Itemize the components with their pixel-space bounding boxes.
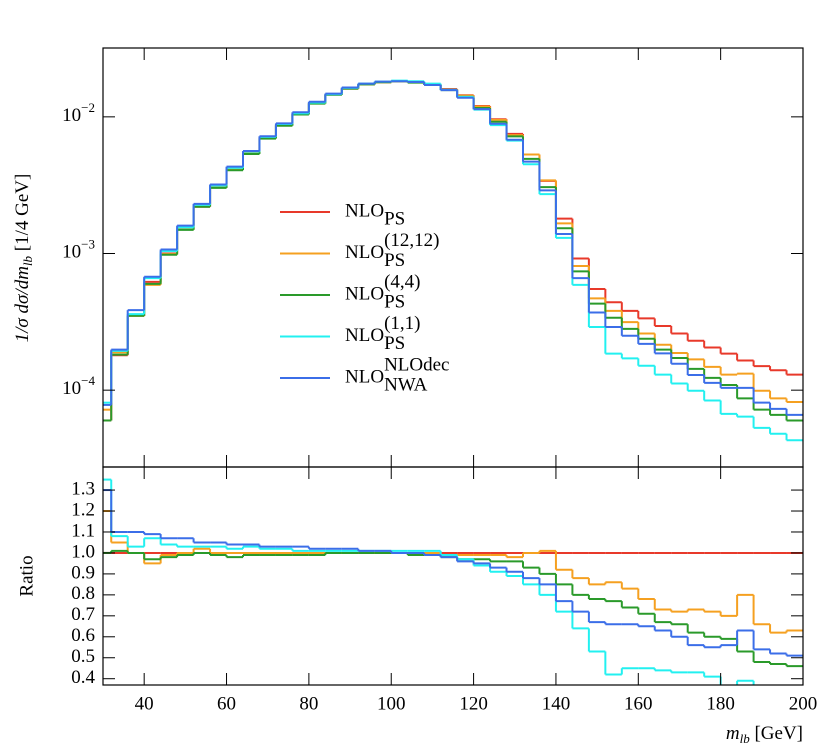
x-tick-label: 140 [542, 693, 571, 714]
x-label-sub: lb [740, 731, 751, 746]
legend-superscript: (12,12) [384, 230, 439, 251]
y-axis-label: 1/σ dσ/dmlb [1/4 GeV] [12, 174, 35, 343]
legend-subscript: NWA [384, 374, 428, 395]
y-tick-label: 10−2 [62, 100, 95, 126]
tick-base: 10 [62, 242, 81, 263]
x-tick-label: 80 [299, 693, 318, 714]
legend-subscript: PS [384, 208, 405, 229]
x-label-main: m [726, 723, 740, 744]
y-tick-label: 1.0 [71, 541, 95, 562]
y-tick-label: 0.6 [71, 625, 95, 646]
legend-superscript: (1,1) [384, 313, 420, 334]
axes: 10−410−310−20.40.50.60.70.80.91.01.11.21… [62, 48, 817, 714]
y-label-unit: [1/4 GeV] [12, 174, 33, 252]
ratio-frame [102, 466, 804, 686]
legend-subscript: PS [384, 250, 405, 271]
y-tick-label: 0.4 [71, 667, 95, 688]
legend-label: NLO [345, 325, 384, 346]
y-tick-label: 10−3 [62, 236, 95, 262]
x-tick-label: 120 [459, 693, 488, 714]
y-tick-label: 1.1 [71, 520, 95, 541]
legend-label: NLO [345, 200, 384, 221]
y-label-main: 1/σ dσ/dm [12, 266, 33, 342]
main-frame [102, 47, 804, 468]
tick-exponent: −4 [81, 373, 95, 388]
legend-superscript: NLOdec [384, 354, 449, 375]
y-tick-label: 0.9 [71, 562, 95, 583]
x-tick-label: 160 [624, 693, 653, 714]
tick-exponent: −2 [81, 100, 95, 115]
legend-subscript: PS [384, 291, 405, 312]
x-label-unit: [GeV] [754, 723, 803, 744]
ratio-label: Ratio [16, 555, 37, 596]
ratio-plot-area [103, 478, 803, 685]
x-axis-label: mlb [GeV] [726, 723, 803, 746]
main-plot-area [103, 79, 803, 442]
y-label-sub: lb [20, 255, 35, 266]
y-tick-label: 0.7 [71, 604, 95, 625]
y-tick-label: 0.5 [71, 646, 95, 667]
x-tick-label: 100 [377, 693, 406, 714]
y-tick-label: 1.3 [71, 478, 95, 499]
tick-base: 10 [62, 105, 81, 126]
legend-label: NLO [345, 366, 384, 387]
legend-superscript: (4,4) [384, 271, 420, 292]
x-tick-label: 180 [706, 693, 735, 714]
y-tick-label: 0.8 [71, 583, 95, 604]
tick-base: 10 [62, 379, 81, 400]
x-tick-label: 40 [135, 693, 154, 714]
x-tick-label: 60 [217, 693, 236, 714]
legend-label: NLO [345, 242, 384, 263]
y-tick-label: 1.2 [71, 499, 95, 520]
x-tick-label: 200 [789, 693, 818, 714]
tick-exponent: −3 [81, 236, 95, 251]
legend-subscript: PS [384, 333, 405, 354]
y-tick-label: 10−4 [62, 373, 95, 399]
legend-label: NLO [345, 283, 384, 304]
